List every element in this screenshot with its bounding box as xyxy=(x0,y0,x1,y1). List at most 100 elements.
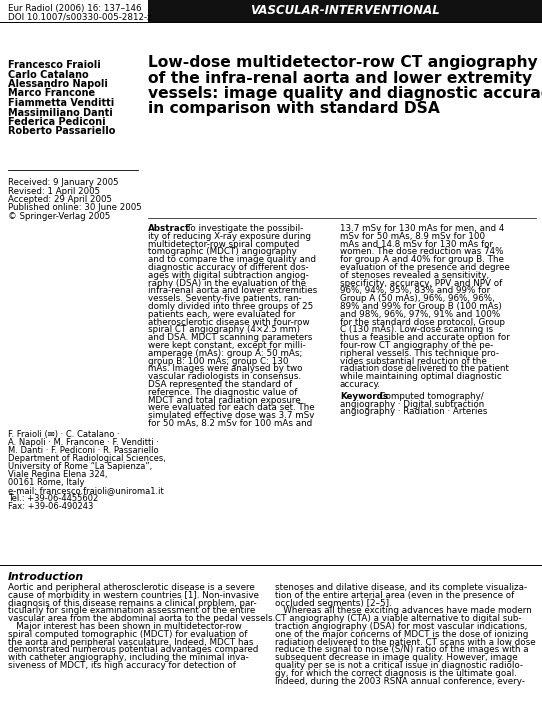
Text: Francesco Fraioli: Francesco Fraioli xyxy=(8,60,101,70)
Text: Whereas all these exciting advances have made modern: Whereas all these exciting advances have… xyxy=(275,606,532,615)
Text: vessels: image quality and diagnostic accuracy: vessels: image quality and diagnostic ac… xyxy=(148,86,542,101)
Text: angiography · Digital subtraction: angiography · Digital subtraction xyxy=(340,399,484,409)
Text: occluded segments) [2–5].: occluded segments) [2–5]. xyxy=(275,599,392,607)
Text: Introduction: Introduction xyxy=(8,572,84,582)
Text: Fax: +39-06-490243: Fax: +39-06-490243 xyxy=(8,502,93,511)
Text: for 50 mAs, 8.2 mSv for 100 mAs and: for 50 mAs, 8.2 mSv for 100 mAs and xyxy=(148,419,312,428)
Text: vascular area from the abdominal aorta to the pedal vessels.: vascular area from the abdominal aorta t… xyxy=(8,614,275,623)
Text: radiation delivered to the patient. CT scans with a low dose: radiation delivered to the patient. CT s… xyxy=(275,637,535,647)
Text: accuracy.: accuracy. xyxy=(340,380,381,389)
Text: C (130 mAs). Low-dose scanning is: C (130 mAs). Low-dose scanning is xyxy=(340,325,493,334)
Text: © Springer-Verlag 2005: © Springer-Verlag 2005 xyxy=(8,212,111,221)
Text: specificity, accuracy, PPV and NPV of: specificity, accuracy, PPV and NPV of xyxy=(340,279,502,287)
Text: diagnostic accuracy of different dos-: diagnostic accuracy of different dos- xyxy=(148,263,308,272)
Text: mAs. Images were analysed by two: mAs. Images were analysed by two xyxy=(148,364,302,374)
Text: simulated effective dose was 3.7 mSv: simulated effective dose was 3.7 mSv xyxy=(148,411,314,420)
Text: Keywords: Keywords xyxy=(340,392,388,401)
Text: Accepted: 29 April 2005: Accepted: 29 April 2005 xyxy=(8,195,112,204)
Text: Eur Radiol (2006) 16: 137–146: Eur Radiol (2006) 16: 137–146 xyxy=(8,4,141,13)
Text: atherosclerotic disease with four-row: atherosclerotic disease with four-row xyxy=(148,317,309,327)
Text: Carlo Catalano: Carlo Catalano xyxy=(8,69,89,80)
Text: one of the major concerns of MDCT is the dose of ionizing: one of the major concerns of MDCT is the… xyxy=(275,630,528,639)
Text: F. Fraioli (✉) · C. Catalano ·: F. Fraioli (✉) · C. Catalano · xyxy=(8,430,120,439)
Text: reduce the signal to noise (S/N) ratio of the images with a: reduce the signal to noise (S/N) ratio o… xyxy=(275,645,528,655)
Text: group B: 100 mAs; group C: 130: group B: 100 mAs; group C: 130 xyxy=(148,356,288,366)
Text: 89% and 99% for Group B (100 mAs): 89% and 99% for Group B (100 mAs) xyxy=(340,302,502,311)
Text: domly divided into three groups of 25: domly divided into three groups of 25 xyxy=(148,302,313,311)
Text: 96%, 94%, 95%, 83% and 99% for: 96%, 94%, 95%, 83% and 99% for xyxy=(340,287,491,295)
Text: with catheter angiography, including the minimal inva-: with catheter angiography, including the… xyxy=(8,653,249,662)
Text: spiral CT angiography (4×2.5 mm): spiral CT angiography (4×2.5 mm) xyxy=(148,325,300,334)
Text: for group A and 40% for group B. The: for group A and 40% for group B. The xyxy=(340,255,504,265)
Text: tomographic (MDCT) angiography: tomographic (MDCT) angiography xyxy=(148,247,297,257)
Text: angiography · Radiation · Arteries: angiography · Radiation · Arteries xyxy=(340,407,487,416)
Text: were evaluated for each data set. The: were evaluated for each data set. The xyxy=(148,404,314,412)
Text: DOI 10.1007/s00330-005-2812-z: DOI 10.1007/s00330-005-2812-z xyxy=(8,12,152,21)
Text: DSA represented the standard of: DSA represented the standard of xyxy=(148,380,292,389)
Text: MDCT and total radiation exposure: MDCT and total radiation exposure xyxy=(148,396,301,404)
Text: Revised: 1 April 2005: Revised: 1 April 2005 xyxy=(8,187,100,195)
Text: multidetector-row spiral computed: multidetector-row spiral computed xyxy=(148,240,299,249)
Text: for the standard dose protocol, Group: for the standard dose protocol, Group xyxy=(340,317,505,327)
Text: Received: 9 January 2005: Received: 9 January 2005 xyxy=(8,178,119,187)
Text: gy, for which the correct diagnosis is the ultimate goal.: gy, for which the correct diagnosis is t… xyxy=(275,669,517,678)
Text: cause of morbidity in western countries [1]. Non-invasive: cause of morbidity in western countries … xyxy=(8,591,259,600)
Text: M. Danti · F. Pediconi · R. Passariello: M. Danti · F. Pediconi · R. Passariello xyxy=(8,446,159,455)
Text: of stenoses revealed a sensitivity,: of stenoses revealed a sensitivity, xyxy=(340,271,489,279)
Text: diagnosis of this disease remains a clinical problem, par-: diagnosis of this disease remains a clin… xyxy=(8,599,256,607)
Text: four-row CT angiography of the pe-: four-row CT angiography of the pe- xyxy=(340,341,493,350)
Text: University of Rome “La Sapienza”,: University of Rome “La Sapienza”, xyxy=(8,462,152,471)
Text: amperage (mAs): group A: 50 mAs;: amperage (mAs): group A: 50 mAs; xyxy=(148,349,302,358)
Text: Low-dose multidetector-row CT angiography: Low-dose multidetector-row CT angiograph… xyxy=(148,55,538,70)
Text: Roberto Passariello: Roberto Passariello xyxy=(8,126,115,136)
Text: quality per se is not a critical issue in diagnostic radiolo-: quality per se is not a critical issue i… xyxy=(275,661,523,670)
Text: while maintaining optimal diagnostic: while maintaining optimal diagnostic xyxy=(340,372,502,381)
Text: Published online: 30 June 2005: Published online: 30 June 2005 xyxy=(8,203,142,212)
Text: evaluation of the presence and degree: evaluation of the presence and degree xyxy=(340,263,509,272)
Text: reference. The diagnostic value of: reference. The diagnostic value of xyxy=(148,388,298,397)
Text: ticularly for single examination assessment of the entire: ticularly for single examination assessm… xyxy=(8,606,255,615)
Text: vides substantial reduction of the: vides substantial reduction of the xyxy=(340,356,487,366)
Text: Tel.: +39-06-4455602: Tel.: +39-06-4455602 xyxy=(8,494,98,503)
Text: patients each, were evaluated for: patients each, were evaluated for xyxy=(148,310,295,319)
Text: Major interest has been shown in multidetector-row: Major interest has been shown in multide… xyxy=(8,622,242,631)
Text: radiation dose delivered to the patient: radiation dose delivered to the patient xyxy=(340,364,509,374)
Text: ages with digital subtraction angiog-: ages with digital subtraction angiog- xyxy=(148,271,309,279)
Text: stenoses and dilative disease, and its complete visualiza-: stenoses and dilative disease, and its c… xyxy=(275,583,527,592)
Text: and 98%, 96%, 97%, 91% and 100%: and 98%, 96%, 97%, 91% and 100% xyxy=(340,310,500,319)
Text: Department of Radiological Sciences,: Department of Radiological Sciences, xyxy=(8,454,166,463)
Text: Viale Regina Elena 324,: Viale Regina Elena 324, xyxy=(8,470,107,479)
Bar xyxy=(148,0,542,22)
Text: Massimiliano Danti: Massimiliano Danti xyxy=(8,108,113,118)
Text: VASCULAR-INTERVENTIONAL: VASCULAR-INTERVENTIONAL xyxy=(250,4,440,18)
Text: were kept constant, except for milli-: were kept constant, except for milli- xyxy=(148,341,306,350)
Text: of the infra-renal aorta and lower extremity: of the infra-renal aorta and lower extre… xyxy=(148,71,532,86)
Text: and DSA. MDCT scanning parameters: and DSA. MDCT scanning parameters xyxy=(148,333,312,342)
Text: raphy (DSA) in the evaluation of the: raphy (DSA) in the evaluation of the xyxy=(148,279,306,287)
Text: A. Napoli · M. Francone · F. Venditti ·: A. Napoli · M. Francone · F. Venditti · xyxy=(8,438,159,447)
Text: the aorta and peripheral vasculature. Indeed, MDCT has: the aorta and peripheral vasculature. In… xyxy=(8,637,254,647)
Text: Federica Pediconi: Federica Pediconi xyxy=(8,117,106,127)
Text: and to compare the image quality and: and to compare the image quality and xyxy=(148,255,316,265)
Text: infra-renal aorta and lower extremities: infra-renal aorta and lower extremities xyxy=(148,287,317,295)
Text: ripheral vessels. This technique pro-: ripheral vessels. This technique pro- xyxy=(340,349,499,358)
Text: 13.7 mSv for 130 mAs for men, and 4: 13.7 mSv for 130 mAs for men, and 4 xyxy=(340,224,505,233)
Text: To investigate the possibil-: To investigate the possibil- xyxy=(181,224,304,233)
Text: spiral computed tomographic (MDCT) for evaluation of: spiral computed tomographic (MDCT) for e… xyxy=(8,630,247,639)
Text: Fiammetta Venditti: Fiammetta Venditti xyxy=(8,98,114,108)
Text: mSv for 50 mAs, 8.9 mSv for 100: mSv for 50 mAs, 8.9 mSv for 100 xyxy=(340,232,485,241)
Text: subsequent decrease in image quality. However, image: subsequent decrease in image quality. Ho… xyxy=(275,653,518,662)
Text: ity of reducing X-ray exposure during: ity of reducing X-ray exposure during xyxy=(148,232,311,241)
Text: tion of the entire arterial area (even in the presence of: tion of the entire arterial area (even i… xyxy=(275,591,514,600)
Text: women. The dose reduction was 74%: women. The dose reduction was 74% xyxy=(340,247,504,257)
Text: Group A (50 mAs), 96%, 96%, 96%,: Group A (50 mAs), 96%, 96%, 96%, xyxy=(340,294,495,303)
Text: 00161 Rome, Italy: 00161 Rome, Italy xyxy=(8,478,85,487)
Text: vessels. Seventy-five patients, ran-: vessels. Seventy-five patients, ran- xyxy=(148,294,302,303)
Text: Computed tomography/: Computed tomography/ xyxy=(374,392,484,401)
Text: CT angiography (CTA) a viable alternative to digital sub-: CT angiography (CTA) a viable alternativ… xyxy=(275,614,521,623)
Text: vascular radiologists in consensus.: vascular radiologists in consensus. xyxy=(148,372,301,381)
Text: Alessandro Napoli: Alessandro Napoli xyxy=(8,79,108,89)
Text: siveness of MDCT, its high accuracy for detection of: siveness of MDCT, its high accuracy for … xyxy=(8,661,236,670)
Text: Marco Francone: Marco Francone xyxy=(8,88,95,98)
Text: Abstract: Abstract xyxy=(148,224,190,233)
